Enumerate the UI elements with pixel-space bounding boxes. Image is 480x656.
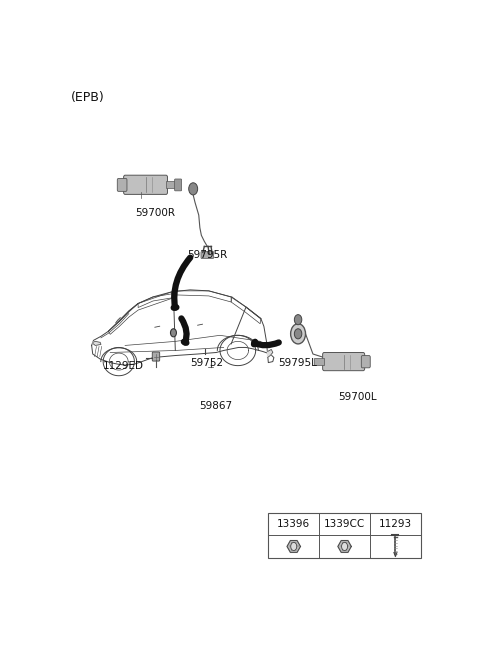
FancyBboxPatch shape: [361, 356, 370, 368]
FancyBboxPatch shape: [314, 358, 324, 365]
Circle shape: [170, 329, 177, 337]
FancyBboxPatch shape: [124, 175, 168, 194]
Polygon shape: [287, 541, 300, 552]
Text: 13396: 13396: [277, 520, 310, 529]
Text: 59700L: 59700L: [338, 392, 377, 402]
Circle shape: [291, 323, 306, 344]
FancyBboxPatch shape: [323, 352, 365, 371]
Text: 11293: 11293: [379, 520, 412, 529]
FancyBboxPatch shape: [166, 181, 176, 188]
Circle shape: [294, 315, 302, 325]
FancyBboxPatch shape: [175, 179, 181, 191]
Text: 59752: 59752: [191, 358, 224, 367]
Circle shape: [291, 543, 297, 550]
Text: 59867: 59867: [200, 401, 233, 411]
Text: (EPB): (EPB): [71, 91, 105, 104]
Circle shape: [294, 329, 302, 339]
Text: 59700R: 59700R: [135, 207, 175, 218]
Polygon shape: [338, 541, 351, 552]
Text: 59795L: 59795L: [279, 358, 317, 367]
FancyBboxPatch shape: [201, 251, 214, 258]
Text: 1129ED: 1129ED: [103, 361, 144, 371]
Circle shape: [342, 543, 348, 550]
Text: 1339CC: 1339CC: [324, 520, 365, 529]
Polygon shape: [267, 350, 273, 358]
Text: 59795R: 59795R: [187, 251, 227, 260]
Polygon shape: [93, 341, 101, 346]
FancyBboxPatch shape: [152, 352, 160, 361]
Circle shape: [189, 183, 198, 195]
FancyBboxPatch shape: [117, 178, 127, 192]
FancyBboxPatch shape: [268, 513, 421, 558]
